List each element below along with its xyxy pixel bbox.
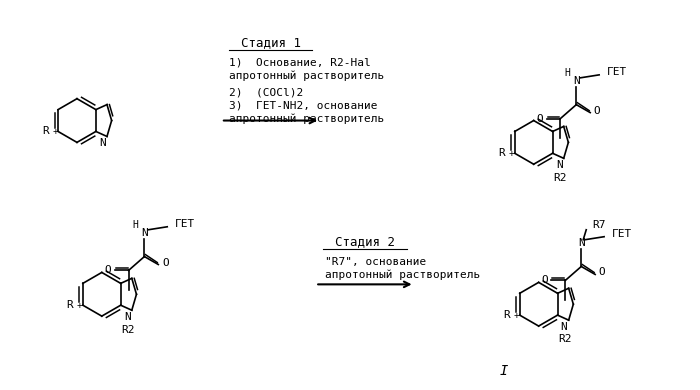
Text: O: O — [594, 106, 601, 115]
Text: апротонный растворитель: апротонный растворитель — [229, 113, 384, 124]
Text: R: R — [503, 310, 510, 320]
Text: O: O — [536, 113, 543, 124]
Text: N: N — [124, 312, 131, 322]
Text: "R7", основание: "R7", основание — [326, 257, 426, 266]
Text: O: O — [104, 266, 111, 275]
Text: +: + — [514, 311, 519, 320]
Text: I: I — [500, 364, 508, 378]
Text: ГЕТ: ГЕТ — [612, 229, 632, 239]
Text: 2)  (COCl)2: 2) (COCl)2 — [229, 88, 303, 98]
Text: Стадия 1: Стадия 1 — [241, 37, 300, 50]
Text: N: N — [141, 228, 148, 238]
Text: R: R — [498, 148, 505, 158]
Text: O: O — [598, 268, 606, 277]
Text: N: N — [573, 76, 580, 86]
Text: Стадия 2: Стадия 2 — [335, 235, 395, 248]
Text: N: N — [556, 160, 563, 170]
Text: +: + — [77, 301, 83, 310]
Text: N: N — [99, 138, 106, 148]
Text: ГЕТ: ГЕТ — [175, 219, 195, 229]
Text: ГЕТ: ГЕТ — [607, 67, 627, 77]
Text: R: R — [66, 300, 74, 310]
Text: +: + — [509, 149, 514, 158]
Text: апротонный растворитель: апротонный растворитель — [326, 269, 480, 280]
Text: +: + — [52, 127, 58, 136]
Text: H: H — [564, 68, 570, 78]
Text: 3)  ГЕТ-NH2, основание: 3) ГЕТ-NH2, основание — [229, 101, 377, 111]
Text: R2: R2 — [122, 324, 135, 335]
Text: R2: R2 — [559, 335, 572, 344]
Text: R: R — [42, 126, 48, 136]
Text: R7: R7 — [592, 220, 606, 230]
Text: O: O — [541, 275, 548, 285]
Text: N: N — [578, 238, 584, 248]
Text: апротонный растворитель: апротонный растворитель — [229, 71, 384, 81]
Text: N: N — [561, 322, 568, 332]
Text: 1)  Основание, R2-Hal: 1) Основание, R2-Hal — [229, 58, 370, 68]
Text: R2: R2 — [554, 173, 567, 183]
Text: O: O — [162, 257, 169, 268]
Text: H: H — [132, 220, 139, 230]
